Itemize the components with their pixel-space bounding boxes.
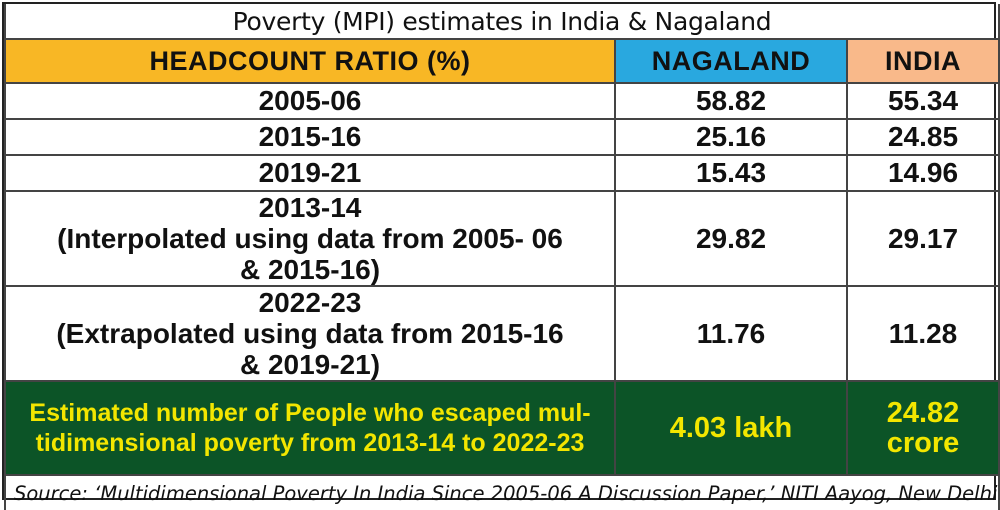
summary-india-number: 24.82 (886, 397, 960, 429)
table-row: 2019-21 15.43 14.96 (4, 154, 1000, 192)
india-value: 29.17 (846, 190, 1000, 287)
nagaland-value: 11.76 (614, 285, 848, 382)
india-value: 11.28 (846, 285, 1000, 382)
poverty-table: Poverty (MPI) estimates in India & Nagal… (4, 4, 1000, 510)
row-label: 2022-23 (Extrapolated using data from 20… (4, 285, 616, 382)
row-label: 2015-16 (4, 118, 616, 156)
row-label-year: 2022-23 (258, 287, 362, 318)
header-nagaland: NAGALAND (614, 38, 848, 84)
header-headcount-ratio: HEADCOUNT RATIO (%) (4, 38, 616, 84)
summary-row: Estimated number of People who escaped m… (4, 380, 1000, 476)
table-row: 2015-16 25.16 24.85 (4, 118, 1000, 156)
india-value: 14.96 (846, 154, 1000, 192)
india-value: 24.85 (846, 118, 1000, 156)
row-label-note: (Extrapolated using data from 2015-16 (56, 318, 564, 349)
source-note: Source: ‘Multidimensional Poverty In Ind… (4, 474, 1000, 510)
summary-india-unit: crore (886, 427, 960, 459)
row-label-note: & 2015-16) (239, 254, 381, 285)
row-label: 2005-06 (4, 82, 616, 120)
table-row: 2022-23 (Extrapolated using data from 20… (4, 285, 1000, 382)
table-row: 2005-06 58.82 55.34 (4, 82, 1000, 120)
summary-india-value: 24.82 crore (846, 380, 1000, 476)
nagaland-value: 15.43 (614, 154, 848, 192)
summary-nagaland-value: 4.03 lakh (614, 380, 848, 476)
header-row: HEADCOUNT RATIO (%) NAGALAND INDIA (4, 38, 1000, 84)
row-label-note: (Interpolated using data from 2005- 06 (57, 223, 563, 254)
row-label: 2013-14 (Interpolated using data from 20… (4, 190, 616, 287)
summary-label-line: Estimated number of People who escaped m… (29, 399, 591, 427)
nagaland-value: 58.82 (614, 82, 848, 120)
summary-label: Estimated number of People who escaped m… (4, 380, 616, 476)
source-row: Source: ‘Multidimensional Poverty In Ind… (4, 474, 1000, 510)
table-row: 2013-14 (Interpolated using data from 20… (4, 190, 1000, 287)
nagaland-value: 25.16 (614, 118, 848, 156)
header-india: INDIA (846, 38, 1000, 84)
title-row: Poverty (MPI) estimates in India & Nagal… (4, 4, 1000, 40)
row-label: 2019-21 (4, 154, 616, 192)
india-value: 55.34 (846, 82, 1000, 120)
nagaland-value: 29.82 (614, 190, 848, 287)
row-label-note: & 2019-21) (239, 349, 381, 380)
summary-label-line: tidimensional poverty from 2013-14 to 20… (35, 429, 585, 457)
row-label-year: 2013-14 (258, 192, 362, 223)
table-title: Poverty (MPI) estimates in India & Nagal… (4, 4, 1000, 40)
